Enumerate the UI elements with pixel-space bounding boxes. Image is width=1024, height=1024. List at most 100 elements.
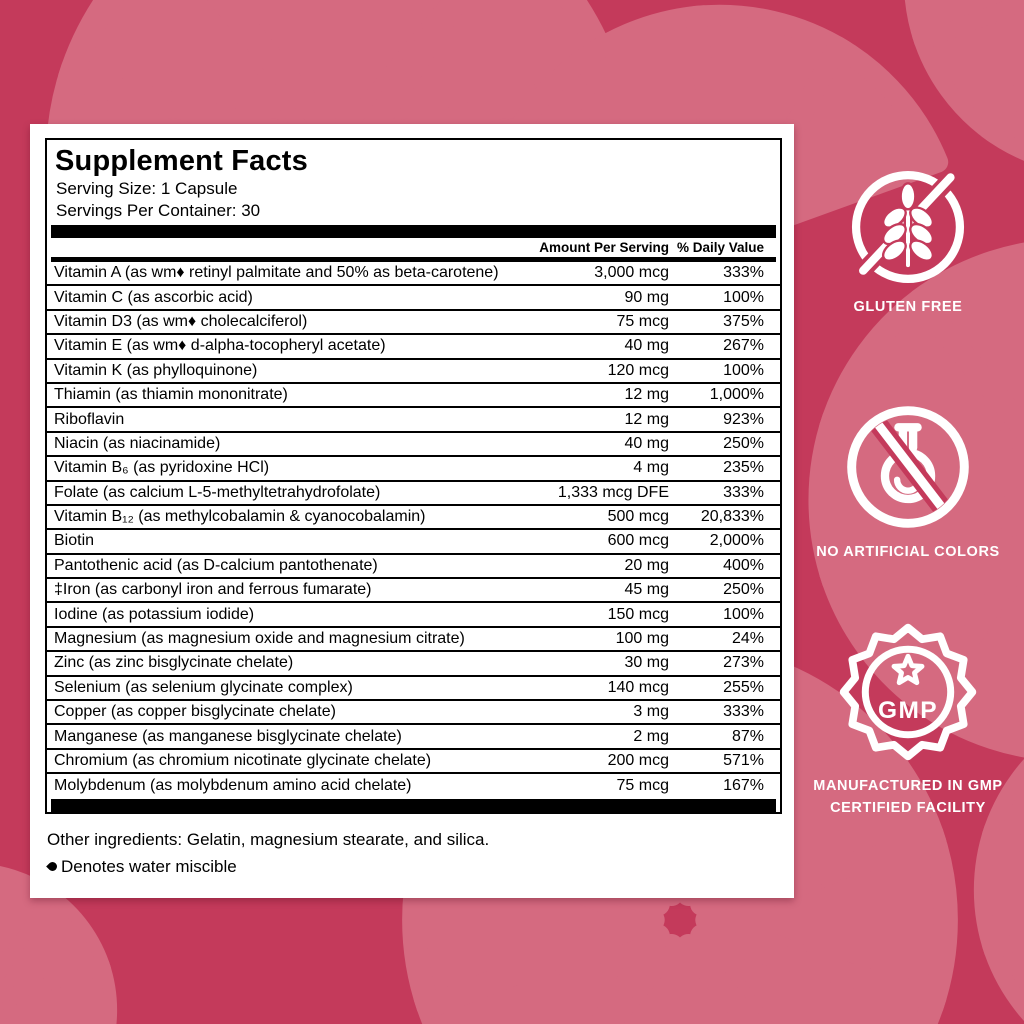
nutrient-amount: 140 mcg [607, 678, 669, 696]
nutrient-name: Thiamin (as thiamin mononitrate) [54, 386, 288, 404]
table-row: Biotin 600 mcg 2,000% [47, 530, 780, 555]
nutrient-daily-value: 235% [723, 459, 764, 477]
nutrient-daily-value: 267% [723, 337, 764, 355]
droplet-icon [46, 859, 59, 873]
footnote-text: Denotes water miscible [61, 857, 237, 876]
badge-gluten-free-label: GLUTEN FREE [853, 299, 963, 315]
nutrient-daily-value: 571% [723, 752, 764, 769]
divider-thin [51, 257, 776, 262]
gmp-seal-text: GMP [878, 697, 938, 724]
nutrient-daily-value: 333% [723, 264, 764, 282]
badge-no-artificial-colors: NO ARTIFICIAL COLORS [816, 403, 1000, 560]
table-row: Selenium (as selenium glycinate complex)… [47, 677, 780, 702]
nutrient-amount: 12 mg [624, 410, 669, 428]
nutrient-amount: 30 mg [624, 654, 669, 672]
table-row: Vitamin B₆ (as pyridoxine HCl) 4 mg 235% [47, 457, 780, 482]
table-row: Folate (as calcium L-5-methyltetrahydrof… [47, 482, 780, 506]
nutrient-name: Folate (as calcium L-5-methyltetrahydrof… [54, 483, 381, 501]
table-row: Copper (as copper bisglycinate chelate) … [47, 701, 780, 726]
nutrient-amount: 2 mg [633, 727, 669, 745]
table-row: Vitamin K (as phylloquinone) 120 mcg 100… [47, 360, 780, 384]
nutrient-name: ‡Iron (as carbonyl iron and ferrous fuma… [54, 581, 372, 599]
table-row: Manganese (as manganese bisglycinate che… [47, 725, 780, 750]
nutrient-daily-value: 87% [731, 727, 764, 745]
column-amount-header: Amount Per Serving [539, 240, 669, 255]
badge-gmp-label: MANUFACTURED IN GMP CERTIFIED FACILITY [813, 775, 1003, 819]
nutrient-amount: 45 mg [624, 581, 669, 599]
badge-gmp: GMP MANUFACTURED IN GMP CERTIFIED FACILI… [813, 622, 1003, 819]
nutrient-name: Riboflavin [54, 410, 125, 428]
nutrient-amount: 75 mcg [616, 312, 669, 330]
gluten-free-icon [851, 170, 965, 284]
table-row: Vitamin C (as ascorbic acid) 90 mg 100% [47, 286, 780, 311]
nutrient-name: Niacin (as niacinamide) [54, 434, 221, 452]
nutrient-amount: 20 mg [624, 556, 669, 574]
nutrient-daily-value: 333% [723, 703, 764, 721]
nutrient-daily-value: 100% [723, 361, 764, 379]
table-row: ‡Iron (as carbonyl iron and ferrous fuma… [47, 579, 780, 604]
table-row: Vitamin B₁₂ (as methylcobalamin & cyanoc… [47, 506, 780, 531]
nutrient-name: Vitamin K (as phylloquinone) [54, 361, 258, 379]
badge-no-artificial-colors-label: NO ARTIFICIAL COLORS [816, 544, 1000, 560]
other-ingredients: Other ingredients: Gelatin, magnesium st… [47, 830, 490, 849]
table-row: Chromium (as chromium nicotinate glycina… [47, 750, 780, 775]
column-daily-value-header: % Daily Value [676, 240, 764, 255]
nutrient-daily-value: 1,000% [709, 386, 764, 404]
facts-title: Supplement Facts [55, 145, 308, 177]
supplement-facts-box: Supplement Facts Serving Size: 1 Capsule… [45, 138, 782, 814]
divider-thick-top [51, 225, 776, 238]
nutrient-name: Vitamin A (as wm♦ retinyl palmitate and … [54, 264, 499, 282]
table-row: Molybdenum (as molybdenum amino acid che… [47, 774, 780, 798]
nutrient-daily-value: 250% [723, 434, 764, 452]
nutrient-name: Vitamin C (as ascorbic acid) [54, 288, 253, 306]
table-row: Pantothenic acid (as D-calcium pantothen… [47, 555, 780, 580]
nutrient-daily-value: 24% [731, 630, 764, 648]
nutrient-amount: 500 mcg [607, 508, 669, 526]
nutrient-daily-value: 20,833% [700, 508, 764, 526]
nutrient-name: Vitamin E (as wm♦ d-alpha-tocopheryl ace… [54, 337, 386, 355]
nutrient-name: Vitamin B₆ (as pyridoxine HCl) [54, 459, 270, 477]
nutrient-daily-value: 167% [723, 777, 764, 795]
table-row: Thiamin (as thiamin mononitrate) 12 mg 1… [47, 384, 780, 409]
servings-per-container: Servings Per Container: 30 [56, 200, 261, 220]
nutrient-name: Manganese (as manganese bisglycinate che… [54, 727, 402, 745]
badge-gmp-label-line1: MANUFACTURED IN GMP [813, 778, 1003, 794]
nutrient-daily-value: 333% [723, 483, 764, 501]
table-row: Niacin (as niacinamide) 40 mg 250% [47, 433, 780, 458]
nutrient-amount: 100 mg [615, 630, 669, 648]
nutrient-amount: 90 mg [624, 288, 669, 306]
nutrient-name: Molybdenum (as molybdenum amino acid che… [54, 777, 412, 795]
table-row: Magnesium (as magnesium oxide and magnes… [47, 628, 780, 653]
nutrient-amount: 40 mg [624, 434, 669, 452]
nutrient-daily-value: 923% [723, 410, 764, 428]
nutrient-daily-value: 375% [723, 312, 764, 330]
nutrient-amount: 40 mg [624, 337, 669, 355]
gmp-seal-icon: GMP [839, 623, 977, 761]
nutrient-name: Selenium (as selenium glycinate complex) [54, 678, 353, 696]
nutrient-name: Vitamin B₁₂ (as methylcobalamin & cyanoc… [54, 508, 426, 526]
nutrient-daily-value: 100% [723, 605, 764, 623]
nutrient-name: Zinc (as zinc bisglycinate chelate) [54, 654, 294, 672]
nutrient-name: Copper (as copper bisglycinate chelate) [54, 703, 336, 721]
no-artificial-colors-icon [847, 406, 969, 528]
badge-gmp-label-line2: CERTIFIED FACILITY [830, 800, 986, 816]
nutrient-amount: 75 mcg [616, 777, 669, 795]
table-row: Vitamin A (as wm♦ retinyl palmitate and … [47, 262, 780, 287]
nutrient-name: Pantothenic acid (as D-calcium pantothen… [54, 556, 378, 574]
badge-gluten-free: GLUTEN FREE [849, 168, 967, 315]
nutrient-amount: 3,000 mcg [594, 264, 669, 282]
footnote: Denotes water miscible [46, 857, 237, 877]
nutrient-amount: 12 mg [624, 386, 669, 404]
table-row: Zinc (as zinc bisglycinate chelate) 30 m… [47, 652, 780, 677]
nutrient-name: Chromium (as chromium nicotinate glycina… [54, 752, 432, 769]
nutrient-name: Iodine (as potassium iodide) [54, 605, 255, 623]
table-row: Riboflavin 12 mg 923% [47, 408, 780, 433]
nutrient-amount: 4 mg [633, 459, 669, 477]
facts-rows: Vitamin A (as wm♦ retinyl palmitate and … [47, 262, 780, 799]
nutrient-amount: 3 mg [633, 703, 669, 721]
nutrient-name: Vitamin D3 (as wm♦ cholecalciferol) [54, 312, 308, 330]
nutrient-amount: 600 mcg [607, 532, 669, 550]
divider-thick-bottom [51, 798, 776, 812]
supplement-facts-panel: Supplement Facts Serving Size: 1 Capsule… [30, 124, 794, 898]
